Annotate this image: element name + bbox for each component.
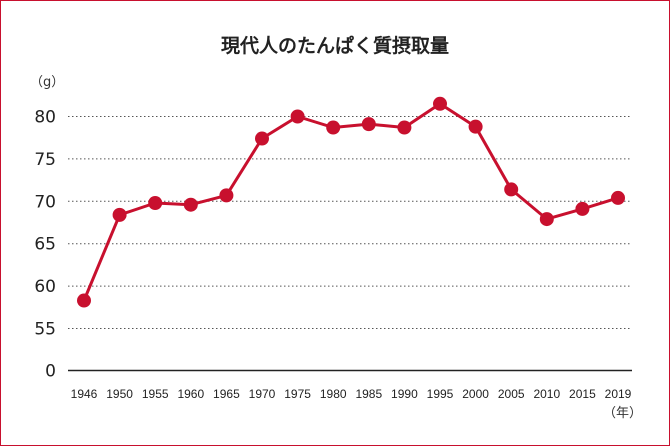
x-tick-label-1955: 1955 [142, 387, 169, 401]
data-point-1990 [397, 120, 412, 135]
data-point-2005 [504, 182, 519, 197]
y-tick-label-60: 60 [34, 277, 56, 297]
x-tick-label-1965: 1965 [213, 387, 240, 401]
y-tick-label-80: 80 [34, 108, 56, 128]
data-point-1975 [290, 109, 305, 124]
x-tick-label-2019: 2019 [605, 387, 632, 401]
data-point-1995 [433, 96, 447, 111]
data-point-2015 [575, 201, 590, 216]
x-tick-label-1950: 1950 [106, 387, 133, 401]
x-tick-labels: 1946 1950 1955 1960 1965 1970 1975 1980 1985 1990… [71, 387, 632, 401]
x-tick-label-1980: 1980 [320, 387, 347, 401]
series-points [77, 96, 625, 308]
data-point-1946 [77, 293, 91, 308]
y-tick-label-65: 65 [34, 235, 56, 255]
y-tick-label-75: 75 [34, 150, 56, 170]
x-tick-label-1970: 1970 [249, 387, 276, 401]
data-point-1965 [219, 188, 234, 203]
series-line [82, 102, 619, 302]
x-tick-label-1990: 1990 [391, 387, 418, 401]
series-polyline [82, 102, 619, 302]
x-tick-label-2010: 2010 [533, 387, 560, 401]
x-tick-label-1960: 1960 [177, 387, 204, 401]
x-tick-label-1985: 1985 [355, 387, 382, 401]
data-point-1985 [361, 117, 376, 132]
x-tick-label-1946: 1946 [71, 387, 98, 401]
data-point-1950 [112, 207, 127, 222]
data-point-1980 [326, 120, 341, 135]
chart-title: 現代人のたんぱく質摂取量 [221, 34, 449, 57]
data-point-1955 [148, 195, 163, 210]
data-point-2010 [539, 212, 554, 227]
data-point-1970 [255, 131, 269, 146]
x-axis-unit: （年） [603, 406, 642, 421]
y-tick-label-0: 0 [45, 362, 56, 382]
x-tick-label-1995: 1995 [427, 387, 454, 401]
x-tick-label-2000: 2000 [462, 387, 489, 401]
gridlines [68, 116, 632, 372]
x-tick-label-2015: 2015 [569, 387, 596, 401]
y-axis-unit: （g） [30, 75, 64, 90]
y-tick-label-70: 70 [34, 192, 56, 212]
y-tick-labels: 0 55 60 65 70 75 80 [34, 108, 56, 382]
data-point-2000 [468, 119, 483, 134]
x-tick-label-2005: 2005 [498, 387, 525, 401]
data-point-2019 [611, 190, 625, 205]
data-point-1960 [183, 197, 198, 212]
y-tick-label-55: 55 [34, 320, 56, 340]
x-tick-label-1975: 1975 [284, 387, 311, 401]
